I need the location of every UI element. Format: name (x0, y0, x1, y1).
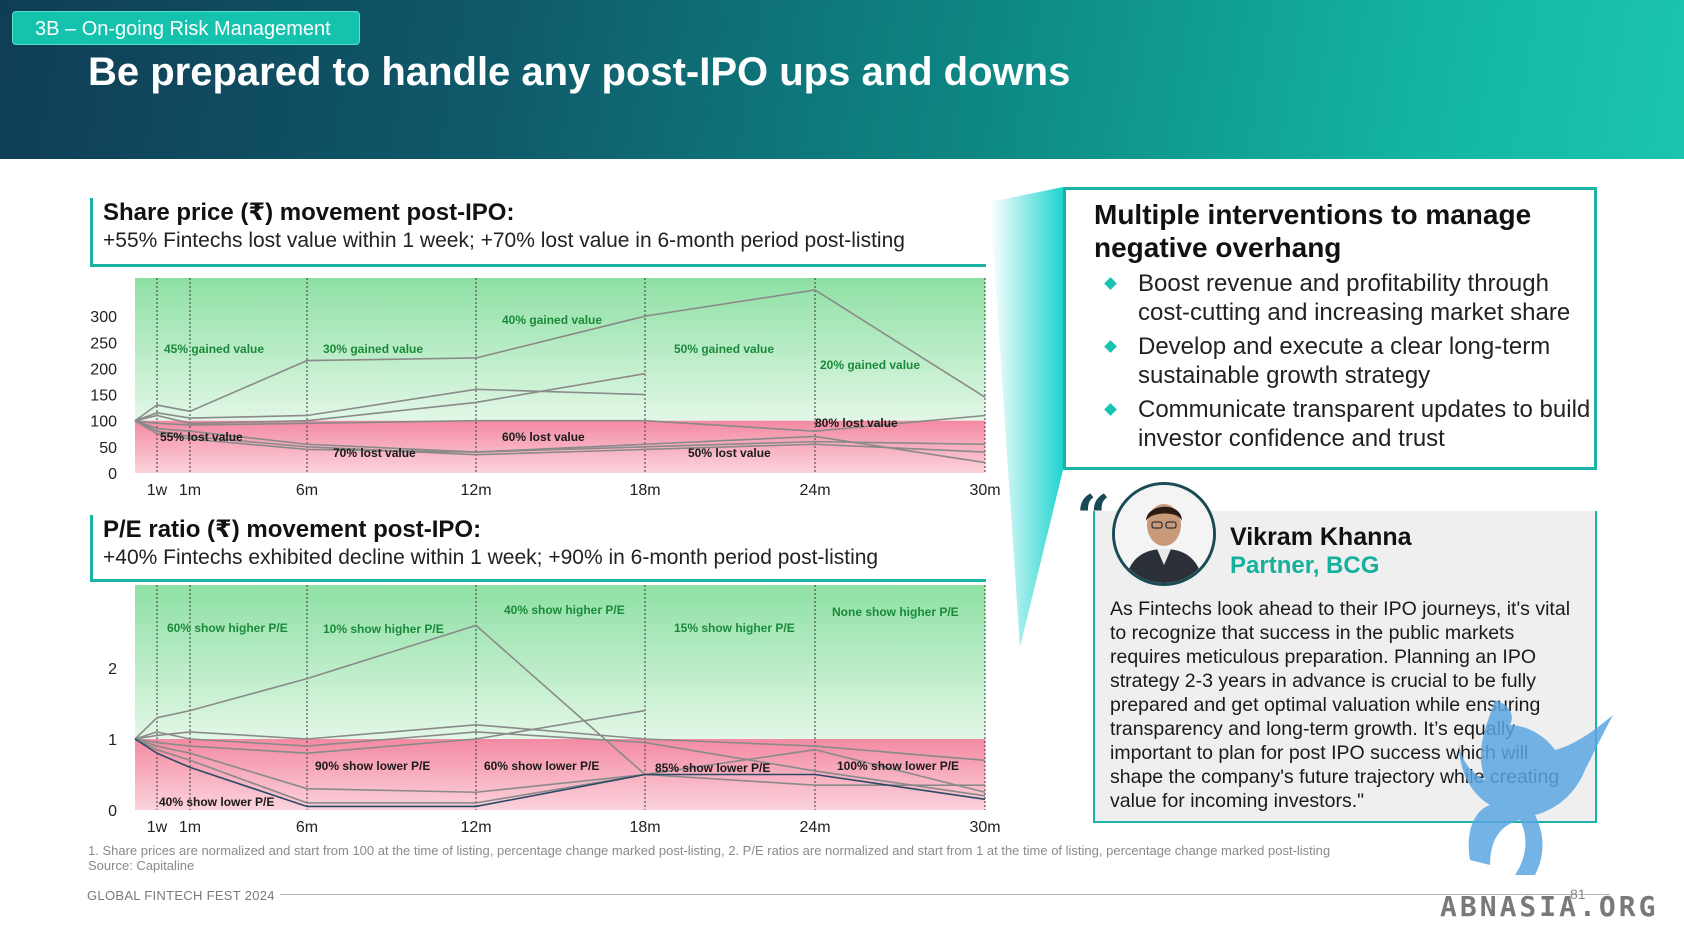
y-tick-label: 50 (99, 440, 117, 457)
footnote-line: 1. Share prices are normalized and start… (88, 843, 1331, 858)
person-role: Partner, BCG (1230, 552, 1380, 579)
pe-ratio-chart: 0 1 2 1w 1m 6m 12m 18m 24m 30m 60% show higher P/E… (108, 585, 1000, 835)
series-line (134, 738, 986, 804)
footer-event: GLOBAL FINTECH FEST 2024 (87, 888, 275, 903)
x-tick-label: 30m (969, 819, 1000, 835)
diamond-bullet-icon (1104, 340, 1117, 353)
x-tick-label: 30m (969, 482, 1000, 499)
annotation-label: 40% gained value (502, 313, 602, 327)
annotation-label: 45% gained value (164, 342, 264, 356)
series-line (134, 388, 646, 422)
y-tick-label: 250 (90, 335, 117, 352)
x-tick-label: 12m (460, 482, 491, 499)
person-name: Vikram Khanna (1230, 523, 1412, 551)
chart1-subtitle: +55% Fintechs lost value within 1 week; … (103, 229, 905, 252)
y-tick-label: 150 (90, 388, 117, 405)
series-line (134, 738, 985, 794)
gain-zone (135, 585, 985, 739)
x-tick-label: 1m (179, 482, 201, 499)
quote-text: As Fintechs look ahead to their IPO jour… (1110, 598, 1571, 812)
footer-divider (280, 894, 1610, 895)
x-tick-label: 6m (296, 819, 318, 835)
y-tick-label: 0 (108, 803, 117, 820)
person-portrait-icon (1115, 485, 1213, 583)
avatar (1112, 482, 1216, 586)
griffin-icon (1458, 700, 1613, 875)
series-line (134, 420, 986, 464)
x-tick-label: 24m (799, 482, 830, 499)
annotation-label: 55% lost value (160, 430, 243, 444)
x-tick-label: 6m (296, 482, 318, 499)
page-title: Be prepared to handle any post-IPO ups a… (88, 50, 1071, 94)
y-tick-label: 0 (108, 466, 117, 483)
series-line (134, 723, 986, 762)
x-tick-label: 12m (460, 819, 491, 835)
share-price-chart: 0 50 100 150 200 250 300 1w 1m 6m 12m 18m 24m 30m 45% … (90, 278, 1000, 499)
series-line (134, 372, 646, 425)
gain-zone (135, 278, 985, 421)
section-tag: 3B – On-going Risk Management (12, 11, 360, 45)
source-line: Source: Capitaline (88, 858, 195, 873)
series-line (134, 731, 986, 797)
y-tick-label: 2 (108, 661, 117, 678)
chart2-subtitle: +40% Fintechs exhibited decline within 1… (103, 546, 879, 569)
watermark-text: ABNASIA.ORG (1440, 890, 1659, 923)
x-tick-label: 1w (147, 819, 168, 835)
y-tick-label: 100 (90, 414, 117, 431)
annotation-label: 30% gained value (323, 342, 423, 356)
annotation-label: 85% show lower P/E (655, 761, 770, 775)
x-tick-label: 1w (147, 482, 168, 499)
annotation-label: 100% show lower P/E (837, 759, 959, 773)
series-line (134, 289, 986, 422)
series-line (134, 624, 646, 776)
header-banner: 3B – On-going Risk Management Be prepare… (0, 0, 1684, 159)
annotation-label: 60% show higher P/E (167, 621, 288, 635)
annotation-label: 60% show lower P/E (484, 759, 599, 773)
intervention-item: Communicate transparent updates to build… (1104, 395, 1594, 453)
diamond-bullet-icon (1104, 277, 1117, 290)
page-number: 81 (1570, 886, 1586, 902)
annotation-label: 20% gained value (820, 358, 920, 372)
intervention-item: Develop and execute a clear long-term su… (1104, 332, 1594, 390)
chart1-heading: Share price (₹) movement post-IPO: +55% … (90, 198, 986, 267)
x-tick-label: 18m (629, 819, 660, 835)
interventions-box: Multiple interventions to manage negativ… (1063, 187, 1597, 470)
interventions-title: Multiple interventions to manage negativ… (1094, 199, 1532, 263)
chart2-title: P/E ratio (₹) movement post-IPO: (103, 516, 482, 543)
chart2-heading: P/E ratio (₹) movement post-IPO: +40% Fi… (90, 515, 986, 582)
annotation-label: 70% lost value (333, 446, 416, 460)
annotation-label: None show higher P/E (832, 605, 959, 619)
diamond-bullet-icon (1104, 403, 1117, 416)
annotation-label: 50% gained value (674, 342, 774, 356)
footnote: 1. Share prices are normalized and start… (88, 843, 1488, 873)
interventions-list: Boost revenue and profitability through … (1104, 269, 1594, 458)
annotation-label: 50% lost value (688, 446, 771, 460)
callout-wedge (990, 187, 1063, 647)
intervention-item: Boost revenue and profitability through … (1104, 269, 1594, 327)
annotation-label: 40% show lower P/E (159, 795, 274, 809)
x-tick-label: 24m (799, 819, 830, 835)
series-line (134, 419, 986, 453)
annotation-label: 90% show lower P/E (315, 759, 430, 773)
y-tick-label: 1 (108, 732, 117, 749)
annotation-label: 80% lost value (815, 416, 898, 430)
annotation-label: 10% show higher P/E (323, 622, 444, 636)
series-line (134, 738, 986, 808)
annotation-label: 40% show higher P/E (504, 603, 625, 617)
x-tick-label: 18m (629, 482, 660, 499)
annotation-label: 15% show higher P/E (674, 621, 795, 635)
series-line (134, 709, 646, 755)
x-tick-label: 1m (179, 819, 201, 835)
series-line (134, 414, 986, 432)
quote-mark-icon: “ (1076, 483, 1111, 553)
annotation-label: 60% lost value (502, 430, 585, 444)
y-tick-label: 300 (90, 309, 117, 326)
y-tick-label: 200 (90, 361, 117, 378)
chart1-title: Share price (₹) movement post-IPO: (103, 199, 515, 226)
